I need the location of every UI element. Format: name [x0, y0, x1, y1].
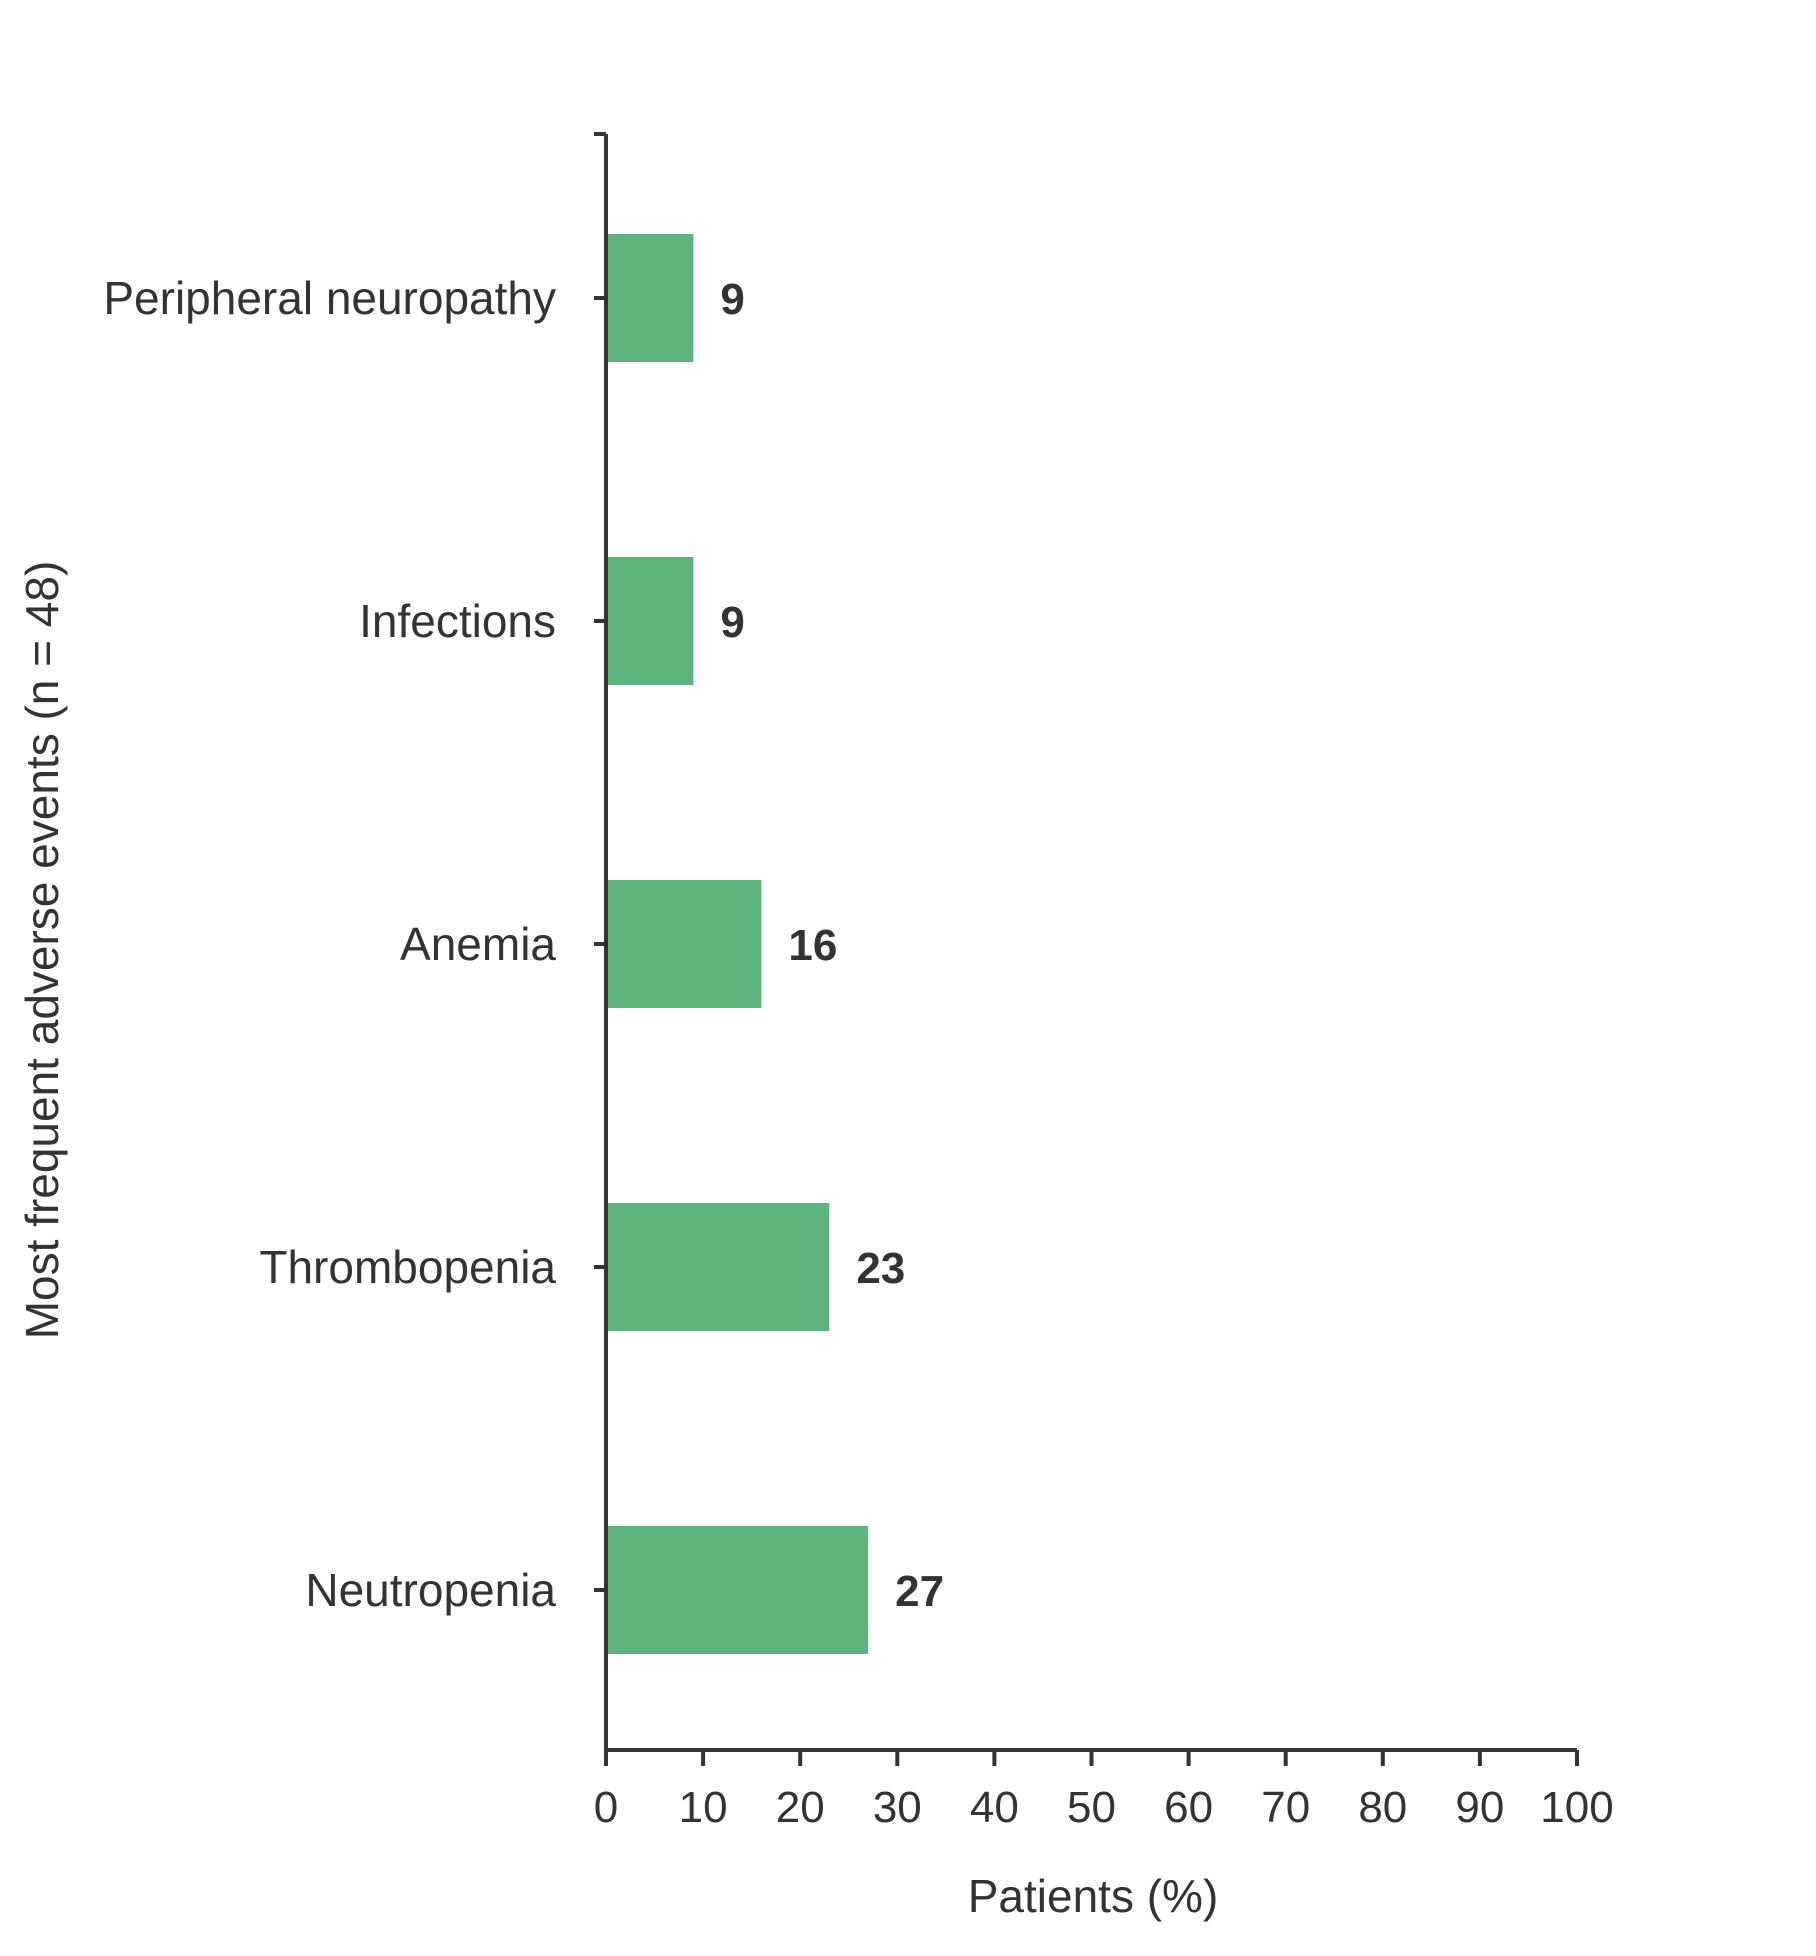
- bar: [606, 880, 762, 1008]
- data-label: 9: [720, 275, 744, 324]
- x-tick-label: 10: [679, 1783, 728, 1832]
- category-label: Anemia: [400, 918, 556, 970]
- y-axis-title: Most frequent adverse events (n = 48): [16, 561, 68, 1340]
- x-tick-label: 100: [1540, 1783, 1613, 1832]
- bar: [606, 1203, 830, 1331]
- x-tick-label: 80: [1358, 1783, 1407, 1832]
- bars-layer: [606, 234, 869, 1654]
- data-label: 23: [856, 1244, 905, 1293]
- category-label: Thrombopenia: [259, 1241, 556, 1293]
- bar: [606, 557, 694, 685]
- data-label: 27: [895, 1567, 944, 1616]
- axes-layer: [594, 132, 1579, 1766]
- x-tick-label: 40: [970, 1783, 1019, 1832]
- x-tick-label: 20: [776, 1783, 825, 1832]
- x-tick-label: 0: [594, 1783, 618, 1832]
- x-tick-label: 60: [1164, 1783, 1213, 1832]
- data-label: 9: [720, 598, 744, 647]
- data-label: 16: [788, 921, 837, 970]
- bar: [606, 234, 694, 362]
- category-label: Peripheral neuropathy: [103, 272, 556, 324]
- x-tick-label: 50: [1067, 1783, 1116, 1832]
- x-tick-label: 70: [1261, 1783, 1310, 1832]
- labels-layer: 9 Peripheral neuropathy 9 Infections 16 Anemi…: [103, 272, 1613, 1832]
- x-tick-label: 30: [873, 1783, 922, 1832]
- bar: [606, 1526, 869, 1654]
- x-axis-title: Patients (%): [968, 1870, 1219, 1922]
- x-tick-label: 90: [1455, 1783, 1504, 1832]
- category-label: Infections: [359, 595, 556, 647]
- category-label: Neutropenia: [305, 1564, 556, 1616]
